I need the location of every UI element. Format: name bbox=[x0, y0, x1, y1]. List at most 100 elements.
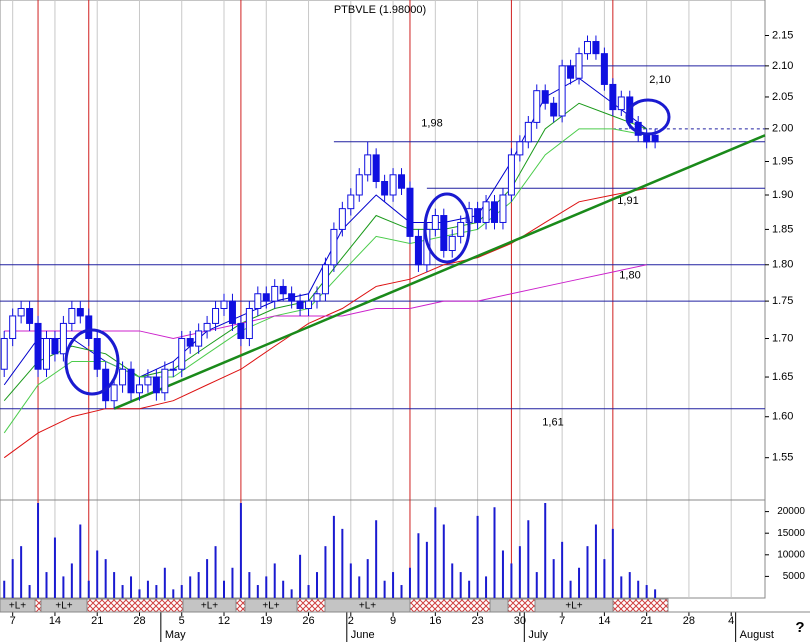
candle-body bbox=[212, 308, 220, 324]
y-tick-label: 1.55 bbox=[772, 452, 793, 464]
x-tick-label: 28 bbox=[683, 615, 695, 627]
candle-body bbox=[68, 308, 76, 324]
candle-body bbox=[26, 308, 34, 324]
candle-body bbox=[296, 300, 304, 310]
x-tick-label: 9 bbox=[390, 615, 396, 627]
ma-line bbox=[4, 264, 647, 340]
candle-body bbox=[541, 90, 549, 104]
x-tick-label: 14 bbox=[49, 615, 61, 627]
candle-body bbox=[93, 338, 101, 370]
candle-body bbox=[237, 322, 245, 340]
candle-body bbox=[169, 368, 177, 371]
y-tick-label: 1.90 bbox=[772, 189, 793, 201]
y-tick-label: 1.70 bbox=[772, 332, 793, 344]
candle-body bbox=[600, 53, 608, 85]
candle-body bbox=[440, 215, 448, 252]
candle-body bbox=[389, 174, 397, 196]
y-tick-label: 1.65 bbox=[772, 371, 793, 383]
strip-segment bbox=[296, 598, 326, 613]
level-label: 1,80 bbox=[619, 270, 640, 282]
candle-body bbox=[161, 368, 169, 394]
y-tick-label: 1.85 bbox=[772, 223, 793, 235]
x-tick-label: 30 bbox=[514, 615, 526, 627]
y-tick-label: 2.10 bbox=[772, 60, 793, 72]
x-tick-label: 5 bbox=[179, 615, 185, 627]
strip-label: +L+ bbox=[359, 601, 376, 612]
candle-body bbox=[617, 96, 625, 111]
candle-body bbox=[474, 208, 482, 223]
candle-body bbox=[381, 180, 389, 196]
strip-segment bbox=[86, 598, 184, 613]
y-tick-label: 1.60 bbox=[772, 411, 793, 423]
candle-body bbox=[347, 194, 355, 210]
candle-body bbox=[482, 201, 490, 223]
strip-segment bbox=[507, 598, 536, 613]
y-tick-label: 2.00 bbox=[772, 123, 793, 135]
x-tick-label: 19 bbox=[260, 615, 272, 627]
candle-body bbox=[59, 322, 67, 355]
candle-body bbox=[313, 293, 321, 302]
y-tick-label: 1.75 bbox=[772, 295, 793, 307]
x-tick-label: 4 bbox=[728, 615, 734, 627]
candle-body bbox=[431, 215, 439, 230]
strip-label: +L+ bbox=[9, 601, 26, 612]
candle-body bbox=[321, 264, 329, 295]
candle-body bbox=[17, 308, 25, 317]
candle-body bbox=[448, 235, 456, 252]
x-tick-label: 23 bbox=[471, 615, 483, 627]
candle-body bbox=[127, 368, 135, 394]
candle-body bbox=[330, 228, 338, 266]
candle-body bbox=[178, 338, 186, 370]
candle-body bbox=[507, 154, 515, 196]
trendline bbox=[113, 134, 766, 410]
x-tick-label: 28 bbox=[133, 615, 145, 627]
candle-body bbox=[228, 300, 236, 324]
x-tick-label: 7 bbox=[559, 615, 565, 627]
candle-body bbox=[34, 322, 42, 370]
candle-body bbox=[643, 134, 651, 143]
candle-body bbox=[364, 154, 372, 176]
candle-body bbox=[85, 315, 93, 340]
candle-body bbox=[262, 293, 270, 302]
candle-body bbox=[567, 65, 575, 79]
candle-body bbox=[220, 300, 228, 310]
candle-body bbox=[42, 338, 50, 370]
y-tick-label: 2.05 bbox=[772, 91, 793, 103]
candle-body bbox=[110, 384, 118, 402]
level-label: 1,91 bbox=[617, 195, 638, 207]
x-tick-label: 16 bbox=[429, 615, 441, 627]
candle-body bbox=[203, 322, 211, 332]
candle-body bbox=[491, 201, 499, 223]
highlight-circle bbox=[423, 192, 471, 264]
strip-segment bbox=[489, 598, 509, 613]
candle-body bbox=[305, 300, 313, 310]
candle-body bbox=[499, 194, 507, 223]
candle-body bbox=[245, 308, 253, 340]
candle-body bbox=[144, 376, 152, 386]
candle-body bbox=[575, 53, 583, 79]
strip-segment bbox=[409, 598, 491, 613]
candle-body bbox=[414, 235, 422, 266]
candle-body bbox=[372, 154, 380, 182]
highlight-circle bbox=[64, 328, 120, 396]
volume-tick-label: 10000 bbox=[777, 549, 805, 560]
strip-segment bbox=[612, 598, 669, 613]
candle-body bbox=[651, 134, 659, 143]
candle-body bbox=[398, 174, 406, 189]
candle-body bbox=[195, 330, 203, 347]
x-tick-label: 21 bbox=[91, 615, 103, 627]
candle-body bbox=[558, 65, 566, 117]
plot-frame bbox=[0, 0, 766, 599]
candle-body bbox=[76, 308, 84, 317]
month-label: July bbox=[528, 629, 548, 641]
candle-body bbox=[135, 384, 143, 394]
candle-body bbox=[51, 338, 59, 355]
candle-body bbox=[0, 338, 8, 370]
highlight-circle bbox=[625, 98, 671, 136]
level-label: 1,98 bbox=[421, 118, 442, 130]
volume-tick-label: 20000 bbox=[777, 506, 805, 517]
candle-body bbox=[592, 41, 600, 55]
strip-label: +L+ bbox=[55, 601, 72, 612]
candle-body bbox=[254, 293, 262, 310]
candle-body bbox=[279, 285, 287, 295]
